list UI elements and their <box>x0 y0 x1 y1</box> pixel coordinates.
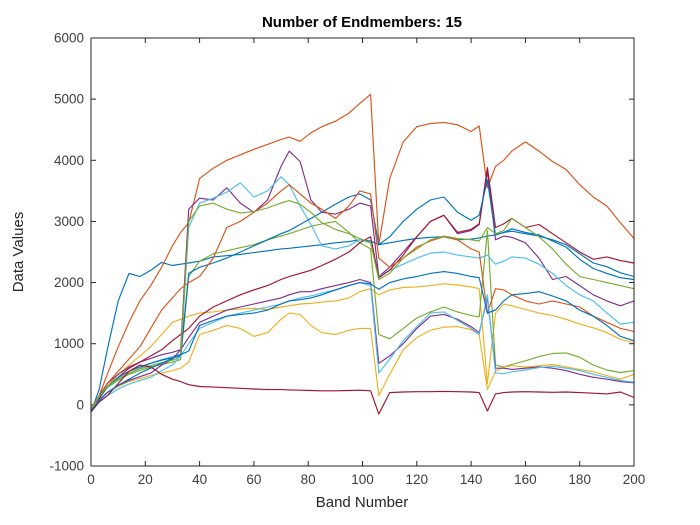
series-line-15 <box>90 271 635 412</box>
x-tick-label: 180 <box>568 472 591 487</box>
series-line-10 <box>90 312 635 410</box>
x-tick-label: 60 <box>246 472 261 487</box>
y-axis-label: Data Values <box>10 212 27 293</box>
x-tick-label: 100 <box>351 472 374 487</box>
y-tick-label: 5000 <box>54 92 84 107</box>
y-tick-label: 4000 <box>54 153 84 168</box>
x-tick-labels: 0 20 40 60 80 100 120 140 160 180 200 <box>87 472 645 487</box>
x-tick-label: 160 <box>514 472 537 487</box>
series-line-5 <box>90 220 635 410</box>
plot-box <box>90 37 635 467</box>
series-line-4 <box>90 150 635 411</box>
x-tick-label: 140 <box>460 472 483 487</box>
chart-title: Number of Endmembers: 15 <box>262 14 462 31</box>
series-lines <box>90 93 635 415</box>
y-tick-label: 3000 <box>54 214 84 229</box>
series-line-1 <box>90 230 635 413</box>
series-line-11 <box>90 278 635 411</box>
series-line-3 <box>90 283 635 410</box>
x-tick-label: 200 <box>623 472 646 487</box>
y-tick-label: 2000 <box>54 275 84 290</box>
x-tick-label: 80 <box>301 472 316 487</box>
y-tick-label: 1000 <box>54 336 84 351</box>
y-tick-label: 0 <box>76 397 84 412</box>
x-axis-label: Band Number <box>316 494 409 511</box>
series-line-9 <box>90 184 635 410</box>
y-tick-label: -1000 <box>49 459 84 474</box>
series-line-2 <box>90 93 635 411</box>
y-tick-label: 6000 <box>54 31 84 46</box>
y-tick-labels: -1000 0 1000 2000 3000 4000 5000 6000 <box>49 31 84 474</box>
series-line-12 <box>90 200 635 409</box>
x-tick-label: 20 <box>138 472 153 487</box>
series-line-7 <box>90 167 635 411</box>
axis-ticks <box>90 37 635 467</box>
series-line-8 <box>90 179 635 411</box>
series-line-6 <box>90 176 635 410</box>
x-tick-label: 120 <box>406 472 429 487</box>
x-tick-label: 40 <box>192 472 207 487</box>
x-tick-label: 0 <box>87 472 95 487</box>
series-line-14 <box>90 364 635 415</box>
